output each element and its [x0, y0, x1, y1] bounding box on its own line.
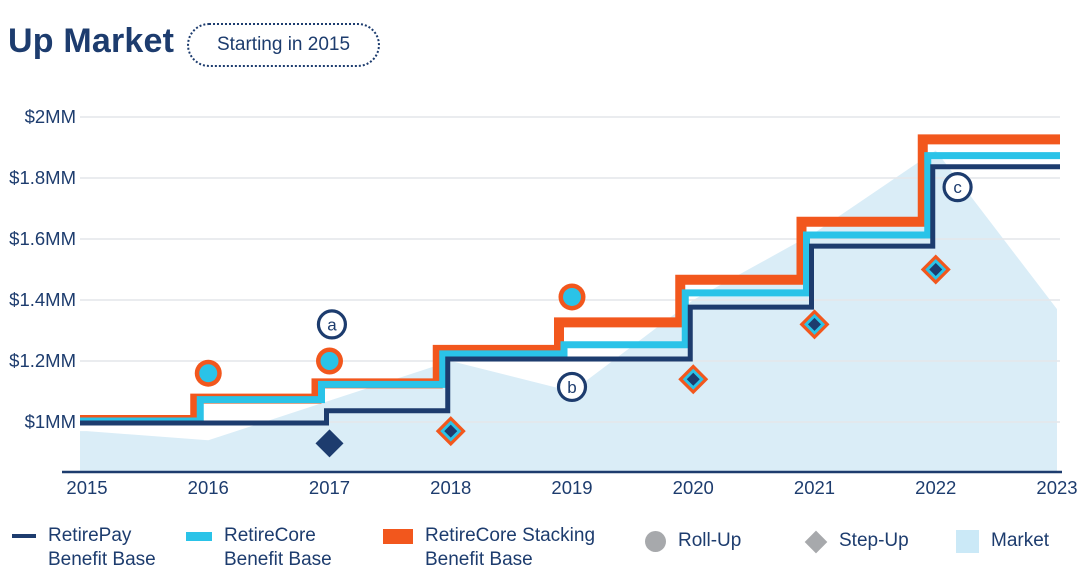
annotation-circle-a — [316, 309, 348, 340]
y-axis-tick-label: $1MM — [25, 411, 76, 432]
step-up-marker — [315, 429, 344, 458]
chart-legend: RetirePay Benefit Base RetireCore Benefit B… — [0, 524, 1088, 588]
legend-label: Market — [991, 530, 1050, 551]
x-axis-tick-label: 2015 — [66, 477, 107, 498]
x-axis-tick-label: 2018 — [430, 477, 471, 498]
starting-year-badge: Starting in 2015 — [187, 23, 380, 67]
step-up-marker — [686, 372, 700, 386]
chart-title: Up Market — [8, 22, 175, 60]
legend-label: RetireCore Stacking Benefit Base — [425, 525, 596, 570]
x-axis-tick-label: 2016 — [188, 477, 229, 498]
legend-swatch-square-icon — [956, 530, 979, 553]
legend-label: Roll-Up — [678, 530, 742, 551]
y-axis-tick-label: $2MM — [25, 106, 76, 127]
legend-item-retirepay-benefit-base: RetirePay Benefit Base — [12, 524, 156, 572]
legend-swatch-diamond-icon — [804, 530, 828, 554]
roll-up-marker — [320, 352, 339, 370]
legend-swatch-circle-icon — [645, 531, 666, 552]
roll-up-marker — [563, 287, 581, 306]
legend-item-retirecore-stacking-benefit-base: RetireCore Stacking Benefit Base — [383, 524, 595, 572]
legend-swatch-thick-line-icon — [186, 532, 212, 541]
step-up-marker — [444, 424, 458, 438]
step-up-marker — [808, 317, 821, 331]
legend-swatch-line-icon — [12, 534, 36, 538]
x-axis-tick-label: 2023 — [1036, 477, 1077, 498]
annotation-letter-c: c — [953, 178, 962, 197]
legend-item-market: Market — [956, 524, 1049, 553]
y-axis-tick-label: $1.6MM — [9, 228, 76, 249]
x-axis-tick-label: 2020 — [673, 477, 714, 498]
annotation-letter-a: a — [327, 315, 337, 334]
legend-label: RetireCore Benefit Base — [224, 525, 332, 570]
x-axis-tick-label: 2017 — [309, 477, 350, 498]
legend-item-retirecore-benefit-base: RetireCore Benefit Base — [186, 524, 332, 572]
retirepay-benefit-base-line — [80, 164, 1060, 426]
annotation-circle-b — [556, 371, 588, 403]
legend-item-step-up: Step-Up — [804, 524, 909, 554]
y-axis-tick-label: $1.2MM — [9, 350, 76, 371]
roll-up-marker — [199, 364, 218, 383]
x-axis-tick-label: 2019 — [551, 477, 592, 498]
legend-label: RetirePay Benefit Base — [48, 525, 156, 570]
market-area — [80, 150, 1057, 472]
annotation-letter-b: b — [567, 378, 576, 397]
step-up-marker — [929, 263, 943, 276]
y-axis-tick-label: $1.4MM — [9, 289, 76, 310]
legend-label: Step-Up — [839, 530, 909, 551]
retirecore-benefit-base-line — [80, 152, 1060, 425]
annotation-circle-c — [942, 172, 973, 203]
y-axis-tick-label: $1.8MM — [9, 167, 76, 188]
legend-item-roll-up: Roll-Up — [645, 524, 741, 553]
x-axis-tick-label: 2021 — [794, 477, 835, 498]
x-axis-tick-label: 2022 — [915, 477, 956, 498]
legend-swatch-rect-icon — [383, 529, 413, 544]
